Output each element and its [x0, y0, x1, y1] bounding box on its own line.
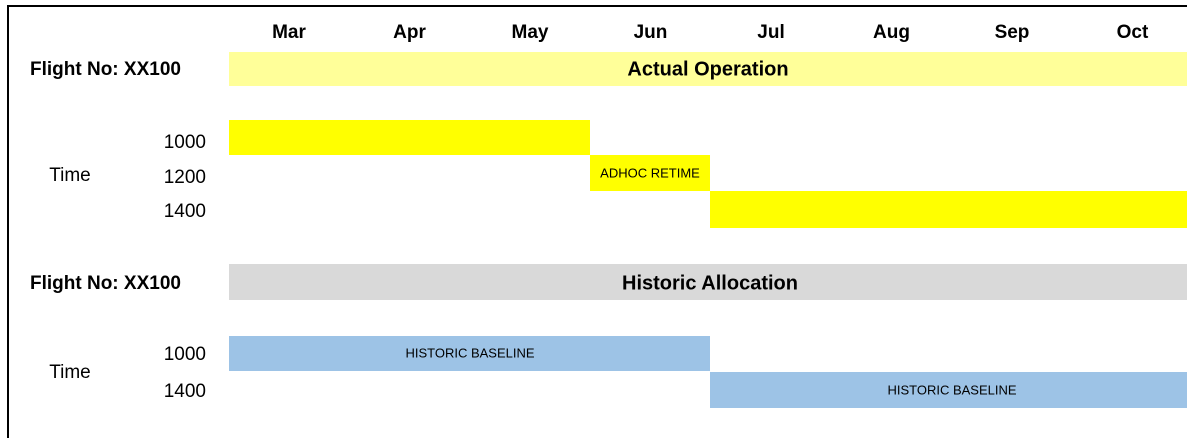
bar-label: ADHOC RETIME: [600, 165, 700, 180]
month-label: Jul: [757, 22, 784, 43]
time: 1400: [164, 381, 206, 402]
banner: [229, 52, 1187, 86]
bar-label: HISTORIC BASELINE: [405, 345, 534, 360]
time: 1000: [164, 344, 206, 365]
flight-label: Flight No: XX100: [30, 273, 181, 294]
month-label: Sep: [995, 22, 1030, 43]
bar: [710, 191, 1187, 228]
time: 1200: [164, 167, 206, 188]
time: 1400: [164, 201, 206, 222]
frame: [7, 5, 1187, 438]
bar: [229, 120, 590, 155]
month-label: Jun: [634, 22, 668, 43]
time-label: Time: [49, 165, 91, 186]
bar: [590, 155, 710, 191]
banner-title: Historic Allocation: [622, 272, 798, 294]
month-label: Oct: [1117, 22, 1149, 43]
bar: [229, 336, 710, 371]
banner-title: Actual Operation: [627, 58, 788, 80]
time: 1000: [164, 132, 206, 153]
flight-label: Flight No: XX100: [30, 59, 181, 80]
month-label: Aug: [873, 22, 910, 43]
month-label: May: [512, 22, 549, 43]
month-label: Apr: [393, 22, 426, 43]
month-label: Mar: [272, 22, 306, 43]
banner: [229, 264, 1187, 300]
bar: [710, 372, 1187, 408]
bar-label: HISTORIC BASELINE: [887, 382, 1016, 397]
time-label: Time: [49, 362, 91, 383]
month-header: Mar Apr May Jun Jul Aug Sep Oct: [272, 22, 1149, 43]
